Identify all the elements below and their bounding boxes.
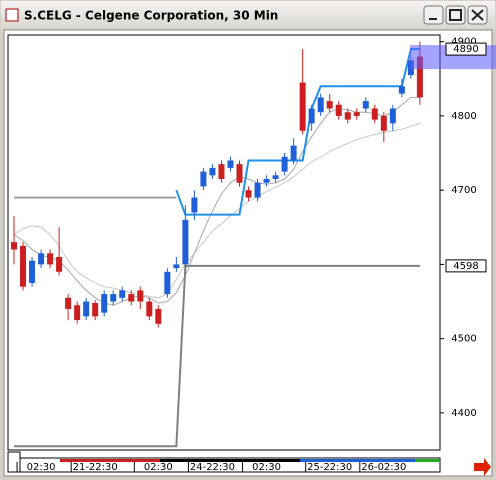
candle-body <box>236 164 243 183</box>
window-buttons[interactable] <box>423 5 488 25</box>
candle-body <box>83 301 90 317</box>
window-title: S.CELG - Celgene Corporation, 30 Min <box>24 9 278 23</box>
candle-body <box>146 301 153 317</box>
candle-body <box>65 297 72 309</box>
candle-body <box>263 179 270 183</box>
candle-body <box>416 56 423 98</box>
candle-body <box>227 160 234 168</box>
candle-body <box>272 175 279 180</box>
candle-body <box>371 108 378 120</box>
candle-body <box>191 197 198 213</box>
period-strip <box>160 459 300 462</box>
plot-area <box>7 34 441 451</box>
candle-body <box>290 145 297 161</box>
candle-body <box>56 256 63 272</box>
x-tick-label: 26-02:30 <box>361 462 406 473</box>
price-label: 4598 <box>453 261 478 272</box>
x-tick-label: 21-22:30 <box>73 462 118 473</box>
price-box <box>445 42 487 56</box>
candle-body <box>398 86 405 94</box>
scroll-arrow[interactable] <box>474 458 491 476</box>
plot-layer: 44004500460047004800490002:3021-22:3002:… <box>11 37 496 473</box>
x-tick-label: 02:30 <box>252 462 281 473</box>
candle-body <box>218 164 225 180</box>
price-box <box>445 259 487 273</box>
candle-body <box>335 104 342 116</box>
candle-body <box>344 112 351 120</box>
candle-body <box>47 253 54 265</box>
y-tick-label: 4400 <box>451 408 476 419</box>
y-tick-label: 4900 <box>451 37 476 48</box>
candle-body <box>128 294 135 302</box>
x-tick-label: 02:30 <box>27 462 56 473</box>
candle-body <box>353 112 360 116</box>
indicator-line <box>14 264 420 448</box>
app-icon <box>5 8 19 22</box>
period-strip <box>300 459 415 462</box>
candle-body <box>119 290 126 298</box>
candle-body <box>281 156 288 172</box>
title-bar <box>1 1 495 29</box>
x-tick-label: 24-22:30 <box>190 462 235 473</box>
candle-body <box>164 271 171 295</box>
candle-body <box>155 308 162 324</box>
maximize-button[interactable] <box>445 5 466 25</box>
price-label: 4890 <box>453 44 478 55</box>
period-strip <box>415 459 440 462</box>
indicator-line <box>175 48 420 216</box>
close-icon <box>471 9 484 21</box>
y-tick-label: 4500 <box>451 334 476 345</box>
maximize-icon <box>449 9 462 21</box>
minimize-button[interactable] <box>423 5 444 25</box>
candle-body <box>362 101 369 109</box>
x-tick-label: 25-22:30 <box>307 462 352 473</box>
candle-body <box>29 260 36 283</box>
indicator-line <box>13 96 420 306</box>
candle-body <box>110 294 117 302</box>
candle-body <box>173 264 180 269</box>
candle-body <box>245 190 252 198</box>
candle-body <box>308 108 315 124</box>
y-tick-label: 4700 <box>451 185 476 196</box>
candle-body <box>92 303 99 317</box>
candle-body <box>182 219 189 265</box>
candle-body <box>20 245 27 287</box>
indicator-line <box>13 122 421 299</box>
candle-body <box>101 294 108 313</box>
candle-body <box>254 182 261 198</box>
candle-body <box>317 97 324 113</box>
candle-body <box>389 108 396 124</box>
candle-body <box>38 253 45 265</box>
y-tick-label: 4800 <box>451 111 476 122</box>
candle-body <box>326 101 333 109</box>
scroll-box[interactable] <box>7 451 21 473</box>
candle-body <box>200 171 207 187</box>
candle-body <box>299 82 306 131</box>
candle-body <box>137 290 144 302</box>
candle-body <box>74 305 81 321</box>
period-strip <box>60 459 160 462</box>
candle-body <box>11 242 17 250</box>
candle-body <box>380 115 387 131</box>
candle-body <box>209 167 216 176</box>
x-tick-label: 02:30 <box>144 462 173 473</box>
